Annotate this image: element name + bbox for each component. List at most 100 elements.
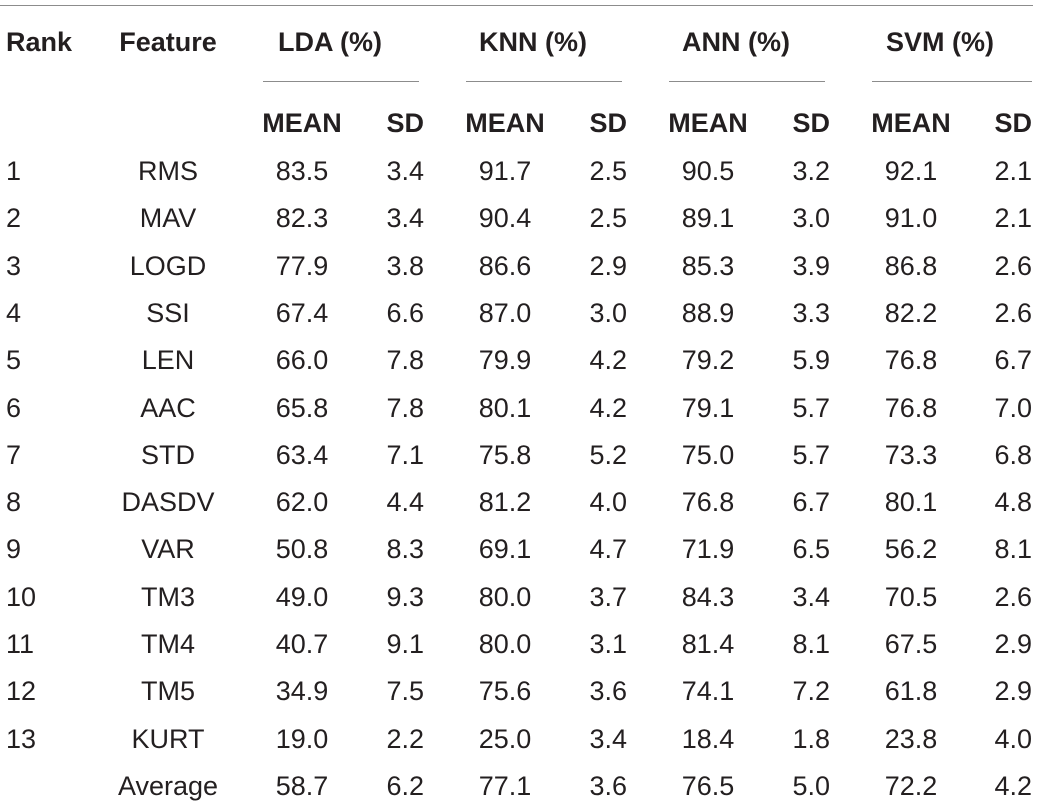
row-feature: VAR bbox=[141, 534, 195, 564]
row-sd-value: 2.6 bbox=[994, 582, 1032, 612]
row-sd-value: 6.7 bbox=[792, 487, 830, 517]
row-sd-value: 5.2 bbox=[589, 440, 627, 470]
row-sd-value: 2.5 bbox=[589, 203, 627, 233]
row-rank: 7 bbox=[6, 440, 22, 470]
row-mean-value: 81.4 bbox=[681, 629, 735, 659]
row-sd-value: 7.0 bbox=[994, 393, 1032, 423]
row-sd-value: 4.2 bbox=[589, 393, 627, 423]
row-mean-value: 77.1 bbox=[478, 771, 532, 801]
row-mean-value: 87.0 bbox=[478, 298, 532, 328]
row-sd-value: 4.2 bbox=[589, 345, 627, 375]
header-mean: MEAN bbox=[871, 108, 951, 138]
header-sd: SD bbox=[386, 108, 424, 138]
header-feature: Feature bbox=[119, 27, 217, 57]
row-sd-value: 3.9 bbox=[792, 251, 830, 281]
row-sd-value: 5.0 bbox=[792, 771, 830, 801]
row-mean-value: 23.8 bbox=[884, 724, 938, 754]
group-underline bbox=[263, 81, 419, 82]
row-rank: 9 bbox=[6, 534, 22, 564]
row-mean-value: 56.2 bbox=[884, 534, 938, 564]
row-sd-value: 9.1 bbox=[386, 629, 424, 659]
row-sd-value: 9.3 bbox=[386, 582, 424, 612]
row-mean-value: 65.8 bbox=[275, 393, 329, 423]
row-feature: KURT bbox=[131, 724, 205, 754]
row-sd-value: 3.0 bbox=[589, 298, 627, 328]
row-mean-value: 90.5 bbox=[681, 156, 735, 186]
row-mean-value: 58.7 bbox=[275, 771, 329, 801]
group-underline bbox=[669, 81, 825, 82]
row-mean-value: 67.5 bbox=[884, 629, 938, 659]
row-sd-value: 3.6 bbox=[589, 676, 627, 706]
row-sd-value: 3.7 bbox=[589, 582, 627, 612]
row-sd-value: 6.2 bbox=[386, 771, 424, 801]
row-sd-value: 2.6 bbox=[994, 298, 1032, 328]
row-mean-value: 80.1 bbox=[478, 393, 532, 423]
row-mean-value: 86.8 bbox=[884, 251, 938, 281]
row-sd-value: 3.8 bbox=[386, 251, 424, 281]
header-group-0: LDA (%) bbox=[278, 27, 382, 57]
row-sd-value: 4.2 bbox=[994, 771, 1032, 801]
group-underline bbox=[466, 81, 622, 82]
row-sd-value: 2.9 bbox=[589, 251, 627, 281]
row-mean-value: 76.8 bbox=[884, 393, 938, 423]
row-mean-value: 67.4 bbox=[275, 298, 329, 328]
row-mean-value: 77.9 bbox=[275, 251, 329, 281]
row-mean-value: 91.0 bbox=[884, 203, 938, 233]
row-rank: 2 bbox=[6, 203, 22, 233]
row-sd-value: 6.8 bbox=[994, 440, 1032, 470]
group-underline bbox=[872, 81, 1032, 82]
row-feature: RMS bbox=[138, 156, 198, 186]
row-sd-value: 2.9 bbox=[994, 676, 1032, 706]
row-rank: 8 bbox=[6, 487, 22, 517]
row-mean-value: 88.9 bbox=[681, 298, 735, 328]
row-sd-value: 2.2 bbox=[386, 724, 424, 754]
row-sd-value: 3.4 bbox=[589, 724, 627, 754]
header-mean: MEAN bbox=[262, 108, 342, 138]
row-sd-value: 4.8 bbox=[994, 487, 1032, 517]
row-mean-value: 84.3 bbox=[681, 582, 735, 612]
row-rank: 10 bbox=[6, 582, 37, 612]
header-sd: SD bbox=[994, 108, 1032, 138]
row-mean-value: 73.3 bbox=[884, 440, 938, 470]
row-feature: MAV bbox=[139, 203, 197, 233]
row-feature: AAC bbox=[140, 393, 196, 423]
row-sd-value: 8.3 bbox=[386, 534, 424, 564]
row-mean-value: 62.0 bbox=[275, 487, 329, 517]
row-mean-value: 79.9 bbox=[478, 345, 532, 375]
row-sd-value: 8.1 bbox=[792, 629, 830, 659]
row-rank: 3 bbox=[6, 251, 22, 281]
row-mean-value: 85.3 bbox=[681, 251, 735, 281]
row-feature: SSI bbox=[146, 298, 190, 328]
row-rank: 12 bbox=[6, 676, 37, 706]
row-mean-value: 76.8 bbox=[681, 487, 735, 517]
row-sd-value: 2.1 bbox=[994, 156, 1032, 186]
row-mean-value: 69.1 bbox=[478, 534, 532, 564]
row-sd-value: 5.7 bbox=[792, 440, 830, 470]
row-mean-value: 80.0 bbox=[478, 629, 532, 659]
row-sd-value: 3.6 bbox=[589, 771, 627, 801]
row-mean-value: 91.7 bbox=[478, 156, 532, 186]
row-sd-value: 3.4 bbox=[386, 203, 424, 233]
row-sd-value: 2.9 bbox=[994, 629, 1032, 659]
row-sd-value: 3.4 bbox=[792, 582, 830, 612]
header-group-1: KNN (%) bbox=[479, 27, 587, 57]
row-mean-value: 75.8 bbox=[478, 440, 532, 470]
row-mean-value: 79.1 bbox=[681, 393, 735, 423]
row-sd-value: 7.2 bbox=[792, 676, 830, 706]
row-mean-value: 80.1 bbox=[884, 487, 938, 517]
row-mean-value: 79.2 bbox=[681, 345, 735, 375]
row-sd-value: 2.6 bbox=[994, 251, 1032, 281]
row-mean-value: 70.5 bbox=[884, 582, 938, 612]
row-mean-value: 61.8 bbox=[884, 676, 938, 706]
row-sd-value: 4.7 bbox=[589, 534, 627, 564]
row-sd-value: 7.8 bbox=[386, 345, 424, 375]
row-mean-value: 76.5 bbox=[681, 771, 735, 801]
table-top-rule bbox=[0, 5, 1033, 6]
row-feature: Average bbox=[117, 771, 219, 801]
row-rank: 4 bbox=[6, 298, 22, 328]
row-mean-value: 75.0 bbox=[681, 440, 735, 470]
row-sd-value: 4.4 bbox=[386, 487, 424, 517]
row-feature: TM4 bbox=[141, 629, 195, 659]
row-sd-value: 2.5 bbox=[589, 156, 627, 186]
row-sd-value: 2.1 bbox=[994, 203, 1032, 233]
